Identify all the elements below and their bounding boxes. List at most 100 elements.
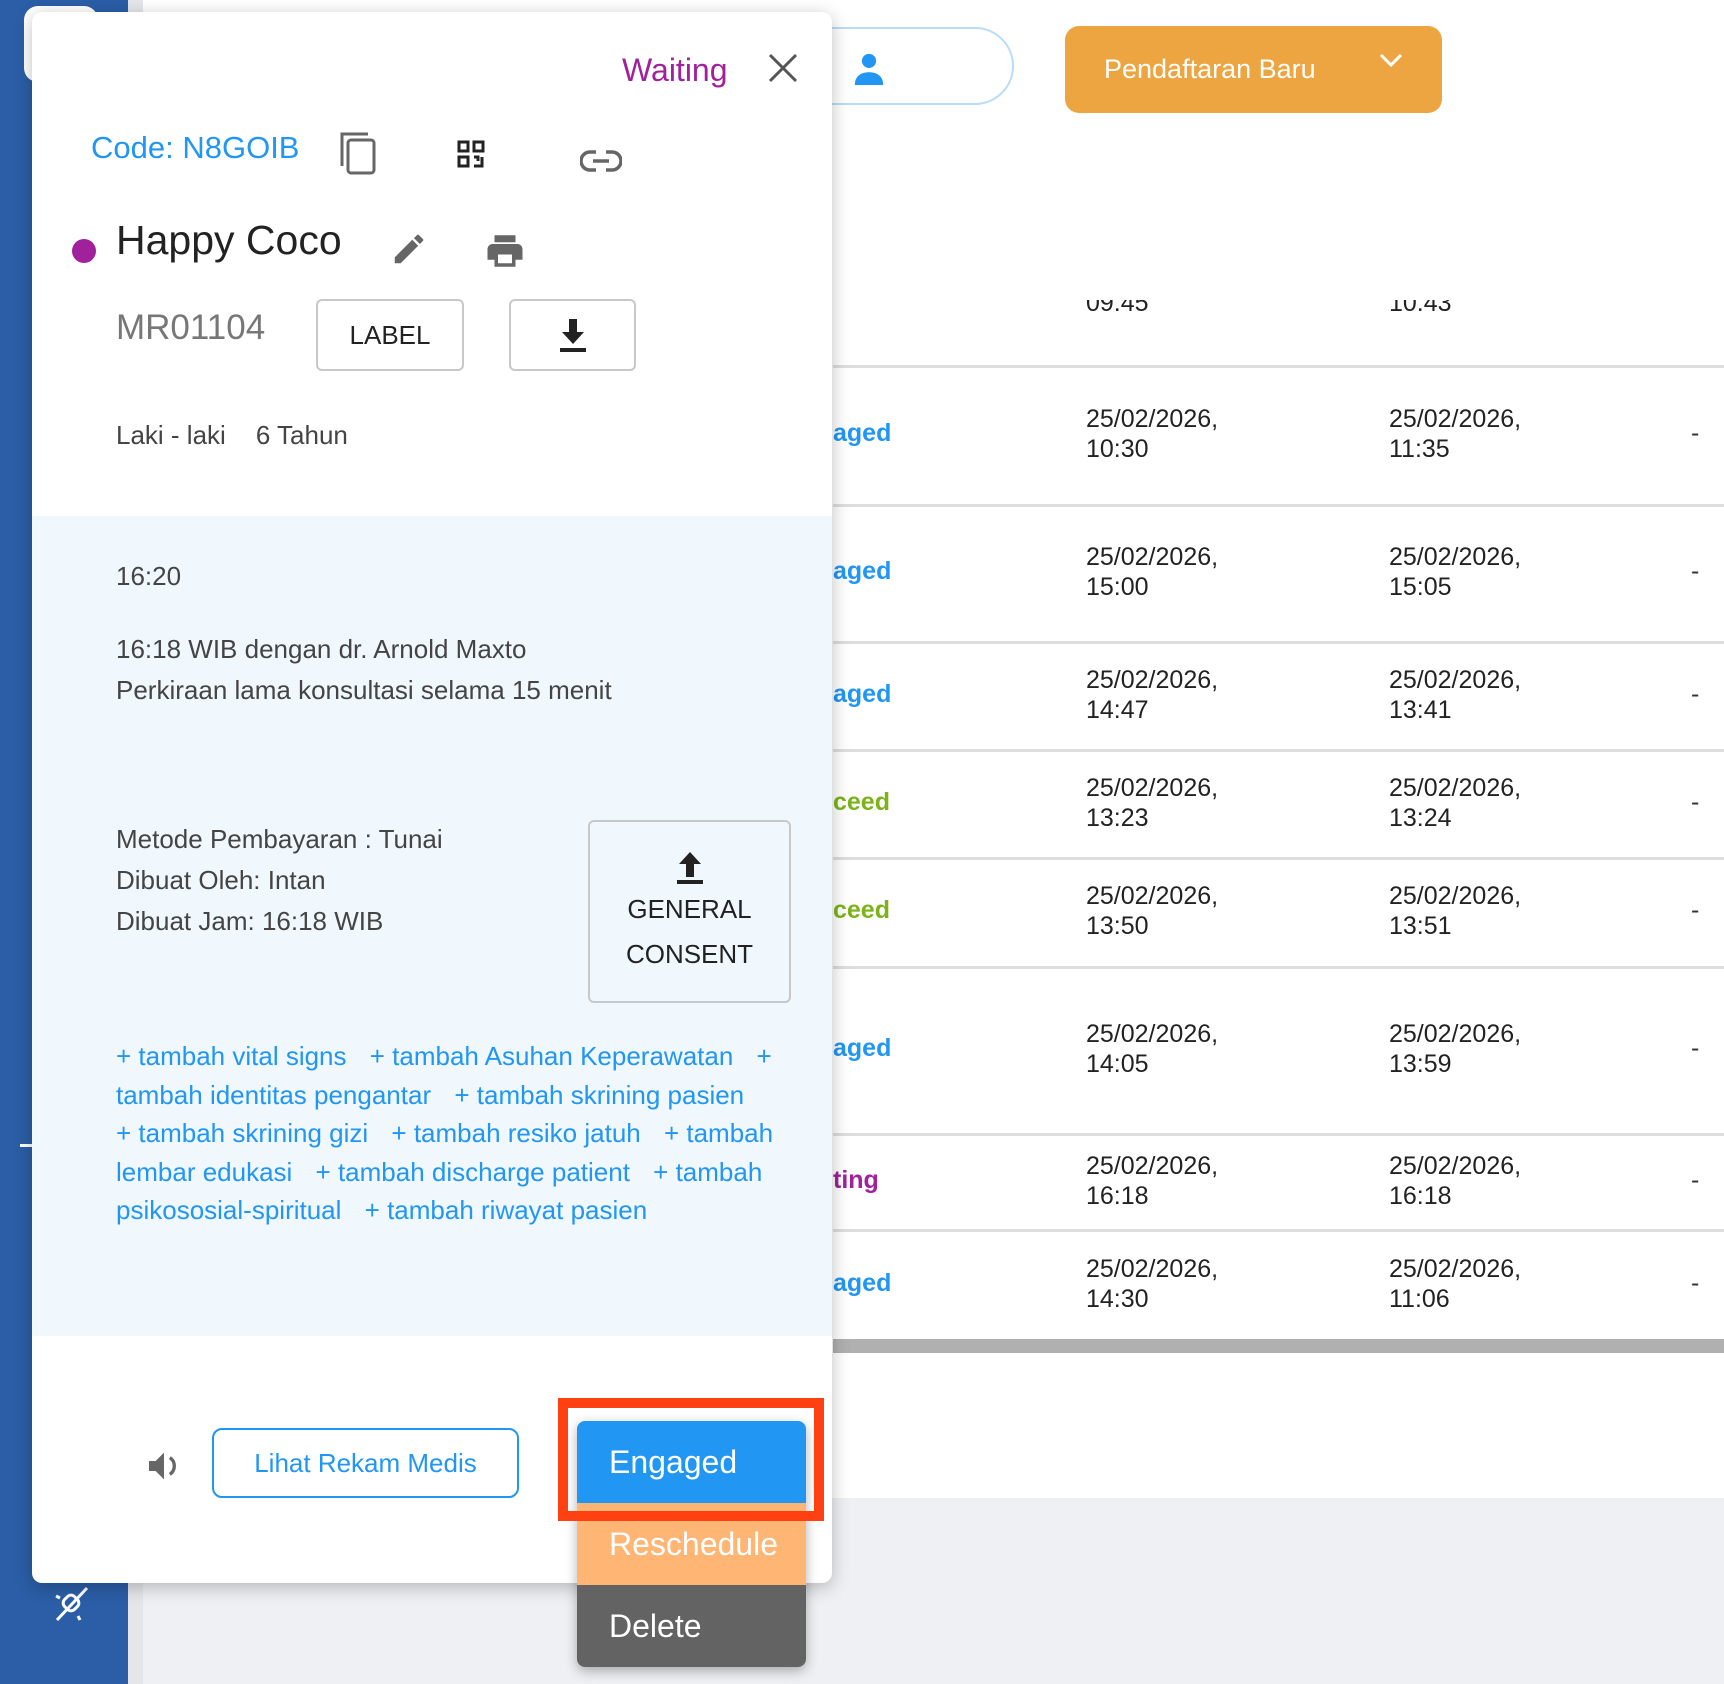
row-divider — [833, 857, 1724, 860]
row-divider — [833, 365, 1724, 368]
extra-cell: - — [1691, 1166, 1700, 1194]
link-icon[interactable] — [579, 149, 623, 178]
speaker-icon[interactable] — [144, 1446, 184, 1496]
extra-cell: - — [1691, 788, 1700, 816]
start-time-cell: 15:00 — [1086, 573, 1149, 601]
add-form-link[interactable]: + tambah vital signs — [116, 1041, 347, 1071]
patient-detail-modal: Waiting Code: N8GOIB Happy Coco MR01104 … — [32, 12, 832, 1583]
row-divider — [833, 1229, 1724, 1232]
start-date-cell: 25/02/2026, — [1086, 405, 1219, 433]
end-time-cell: 11:35 — [1389, 435, 1450, 463]
end-time-cell: 13:41 — [1389, 696, 1452, 724]
add-form-link[interactable]: + tambah skrining pasien — [454, 1079, 745, 1110]
end-time-cell: 11:06 — [1389, 1285, 1450, 1313]
end-time-cell: 16:18 — [1389, 1182, 1452, 1210]
add-form-link[interactable]: + tambah riwayat pasien — [364, 1195, 648, 1225]
status-cell: ting — [833, 1166, 879, 1194]
start-date-cell: 25/02/2026, — [1086, 1152, 1219, 1180]
start-time-cell: 14:47 — [1086, 696, 1149, 724]
status-cell: aged — [833, 419, 892, 447]
end-date-cell: 25/02/2026, — [1389, 774, 1522, 802]
user-icon — [854, 53, 884, 85]
end-time-cell: 13:24 — [1389, 804, 1452, 832]
status-cell: aged — [833, 680, 892, 708]
add-form-link[interactable]: + tambah psikososial-spiritual — [116, 1156, 763, 1226]
start-date-cell: 25/02/2026, — [1086, 543, 1219, 571]
general-consent-upload-button[interactable]: GENERAL CONSENT — [588, 820, 791, 1003]
status-cell: aged — [833, 557, 892, 585]
add-form-link[interactable]: + tambah lembar edukasi — [116, 1118, 774, 1187]
extra-cell: - — [1691, 557, 1700, 585]
created-at: Dibuat Jam: 16:18 WIB — [116, 906, 384, 936]
end-time-cell: 15:05 — [1389, 573, 1452, 601]
end-date-cell: 25/02/2026, — [1389, 1255, 1522, 1283]
date-cell: 09.45 — [1086, 300, 1149, 317]
new-registration-label: Pendaftaran Baru — [1104, 54, 1316, 84]
extra-cell: - — [1691, 680, 1700, 708]
end-date-cell: 25/02/2026, — [1389, 543, 1522, 571]
add-form-link[interactable]: + tambah discharge patient — [315, 1156, 630, 1187]
horizontal-scrollbar[interactable] — [833, 1339, 1724, 1353]
extra-cell: - — [1691, 896, 1700, 924]
status-menu-item-delete[interactable]: Delete — [577, 1585, 806, 1667]
add-form-link[interactable]: + tambah Asuhan Keperawatan — [369, 1041, 734, 1071]
row-divider — [833, 641, 1724, 644]
add-form-link[interactable]: + tambah skrining gizi — [116, 1118, 369, 1148]
view-medical-record-label: Lihat Rekam Medis — [254, 1447, 477, 1478]
start-date-cell: 25/02/2026, — [1086, 1020, 1219, 1048]
row-divider — [833, 1133, 1724, 1136]
download-button[interactable] — [509, 299, 636, 371]
sidebar-marker — [20, 1144, 32, 1147]
label-button[interactable]: LABEL — [316, 299, 464, 371]
start-date-cell: 25/02/2026, — [1086, 882, 1219, 910]
end-time-cell: 13:51 — [1389, 912, 1452, 940]
status-cell: ceed — [833, 896, 890, 924]
add-form-link[interactable]: + tambah identitas pengantar — [116, 1041, 772, 1110]
status-dropdown-menu: Engaged Reschedule Delete — [577, 1421, 806, 1667]
row-divider — [833, 749, 1724, 752]
close-icon[interactable] — [767, 46, 799, 94]
status-menu-item-engaged[interactable]: Engaged — [577, 1421, 806, 1503]
start-time-cell: 13:50 — [1086, 912, 1149, 940]
start-time-cell: 14:05 — [1086, 1050, 1149, 1078]
date-cell: 10.43 — [1389, 300, 1452, 317]
download-icon — [559, 319, 586, 352]
print-icon[interactable] — [484, 230, 526, 277]
created-by: Dibuat Oleh: Intan — [116, 865, 326, 895]
booking-code: Code: N8GOIB — [91, 130, 300, 165]
status-cell: ceed — [833, 788, 890, 816]
medical-record-number: MR01104 — [116, 308, 266, 347]
age: 6 Tahun — [255, 420, 348, 450]
end-date-cell: 25/02/2026, — [1389, 666, 1522, 694]
consent-label: GENERAL — [627, 894, 752, 924]
gender: Laki - laki — [116, 420, 226, 450]
start-date-cell: 25/02/2026, — [1086, 666, 1219, 694]
label-button-text: LABEL — [349, 319, 431, 350]
extra-cell: - — [1691, 419, 1700, 447]
disconnected-plug-icon[interactable] — [52, 1584, 92, 1624]
qr-code-icon[interactable] — [457, 140, 485, 173]
consent-label: CONSENT — [625, 939, 754, 969]
queue-time: 16:20 — [116, 561, 182, 591]
patient-demographics: Laki - laki 6 Tahun — [116, 420, 348, 451]
appointment-info: 16:18 WIB dengan dr. Arnold Maxto — [116, 634, 527, 664]
end-date-cell: 25/02/2026, — [1389, 1020, 1522, 1048]
patient-name: Happy Coco — [116, 217, 342, 263]
edit-pencil-icon[interactable] — [390, 230, 428, 273]
add-form-links: + tambah vital signs + tambah Asuhan Kep… — [116, 1037, 776, 1230]
highlight-box — [558, 1398, 824, 1521]
add-form-link[interactable]: + tambah resiko jatuh — [391, 1118, 641, 1148]
new-registration-button[interactable]: Pendaftaran Baru — [1065, 26, 1442, 113]
start-date-cell: 25/02/2026, — [1086, 1255, 1219, 1283]
end-time-cell: 13:59 — [1389, 1050, 1452, 1078]
view-medical-record-button[interactable]: Lihat Rekam Medis — [212, 1428, 519, 1498]
copy-icon[interactable] — [338, 130, 378, 181]
chevron-down-icon — [1379, 53, 1403, 68]
status-cell: aged — [833, 1034, 892, 1062]
start-time-cell: 16:18 — [1086, 1182, 1149, 1210]
extra-cell: - — [1691, 1034, 1700, 1062]
payment-method: Metode Pembayaran : Tunai — [116, 824, 443, 854]
consultation-duration: Perkiraan lama konsultasi selama 15 meni… — [116, 675, 612, 705]
extra-cell: - — [1691, 1269, 1700, 1297]
end-date-cell: 25/02/2026, — [1389, 882, 1522, 910]
